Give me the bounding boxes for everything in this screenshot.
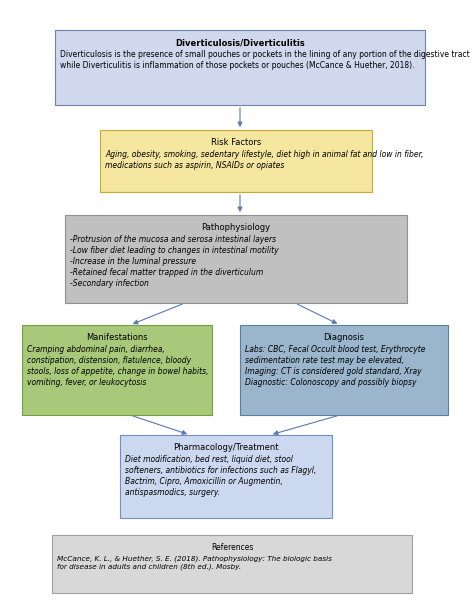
FancyBboxPatch shape <box>65 215 407 303</box>
FancyBboxPatch shape <box>240 325 448 415</box>
Text: Manifestations: Manifestations <box>86 333 148 342</box>
Text: -Protrusion of the mucosa and serosa intestinal layers
-Low fiber diet leading t: -Protrusion of the mucosa and serosa int… <box>70 235 279 288</box>
FancyBboxPatch shape <box>100 130 372 192</box>
Text: Labs: CBC, Fecal Occult blood test, Erythrocyte
sedimentation rate test may be e: Labs: CBC, Fecal Occult blood test, Eryt… <box>245 345 426 387</box>
Text: Risk Factors: Risk Factors <box>211 138 261 147</box>
Text: Diverticulosis/Diverticulitis: Diverticulosis/Diverticulitis <box>175 38 305 47</box>
Text: References: References <box>211 543 253 552</box>
Text: Pharmacology/Treatment: Pharmacology/Treatment <box>173 443 279 452</box>
FancyBboxPatch shape <box>52 535 412 593</box>
Text: Diet modification, bed rest, liquid diet, stool
softeners, antibiotics for infec: Diet modification, bed rest, liquid diet… <box>125 455 316 497</box>
FancyBboxPatch shape <box>120 435 332 518</box>
Text: Pathophysiology: Pathophysiology <box>201 223 271 232</box>
Text: McCance, K. L., & Huether, S. E. (2018). Pathophysiology: The biologic basis
for: McCance, K. L., & Huether, S. E. (2018).… <box>57 555 332 569</box>
Text: Cramping abdominal pain, diarrhea,
constipation, distension, flatulence, bloody
: Cramping abdominal pain, diarrhea, const… <box>27 345 209 387</box>
FancyBboxPatch shape <box>55 30 425 105</box>
Text: Aging, obesity, smoking, sedentary lifestyle, diet high in animal fat and low in: Aging, obesity, smoking, sedentary lifes… <box>105 150 423 170</box>
Text: Diverticulosis is the presence of small pouches or pockets in the lining of any : Diverticulosis is the presence of small … <box>60 50 470 70</box>
FancyBboxPatch shape <box>22 325 212 415</box>
Text: Diagnosis: Diagnosis <box>323 333 365 342</box>
